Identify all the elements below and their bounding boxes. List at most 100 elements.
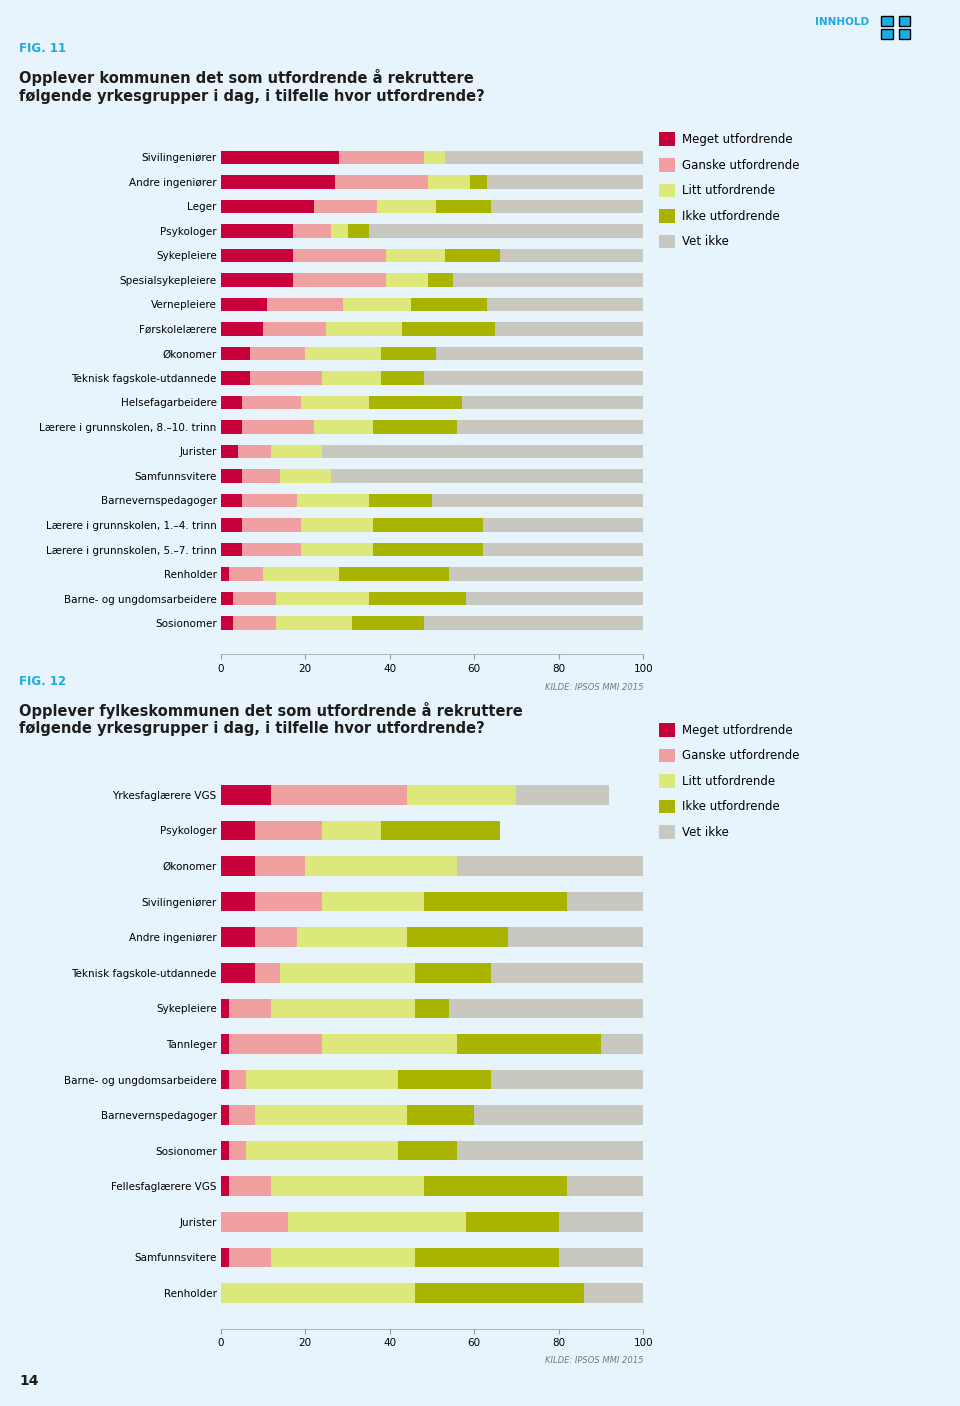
Bar bbox=[415, 1247, 559, 1267]
Bar bbox=[407, 1105, 474, 1125]
Bar bbox=[254, 963, 280, 983]
Bar bbox=[323, 444, 643, 458]
Bar bbox=[449, 567, 643, 581]
Bar bbox=[567, 891, 643, 911]
Bar bbox=[242, 395, 301, 409]
Bar bbox=[453, 273, 643, 287]
Bar bbox=[267, 298, 344, 311]
Text: KILDE: IPSOS MMI 2015: KILDE: IPSOS MMI 2015 bbox=[544, 1355, 643, 1365]
Text: 14: 14 bbox=[19, 1375, 38, 1388]
Bar bbox=[516, 785, 610, 804]
Bar bbox=[601, 1035, 643, 1053]
Bar bbox=[457, 1035, 601, 1053]
Bar bbox=[444, 150, 643, 165]
Bar bbox=[492, 963, 643, 983]
Bar bbox=[428, 174, 470, 188]
Bar bbox=[221, 891, 254, 911]
Bar bbox=[229, 1035, 323, 1053]
Bar bbox=[344, 298, 411, 311]
Bar bbox=[423, 371, 643, 385]
Legend: Meget utfordrende, Ganske utfordrende, Litt utfordrende, Ikke utfordrende, Vet i: Meget utfordrende, Ganske utfordrende, L… bbox=[659, 723, 800, 839]
Bar bbox=[314, 200, 377, 214]
Bar bbox=[492, 1070, 643, 1090]
Bar bbox=[221, 1284, 415, 1303]
Bar bbox=[221, 249, 293, 262]
Bar bbox=[423, 891, 567, 911]
Bar bbox=[369, 494, 432, 508]
Bar bbox=[238, 444, 272, 458]
Bar bbox=[559, 1247, 643, 1267]
Bar bbox=[492, 200, 643, 214]
Bar bbox=[246, 1140, 398, 1160]
Bar bbox=[402, 322, 495, 336]
Bar bbox=[221, 174, 335, 188]
Bar bbox=[436, 347, 643, 360]
Bar bbox=[407, 785, 516, 804]
Bar bbox=[470, 174, 487, 188]
Bar bbox=[369, 395, 462, 409]
Text: Opplever fylkeskommunen det som utfordrende å rekruttere
følgende yrkesgrupper i: Opplever fylkeskommunen det som utfordre… bbox=[19, 702, 523, 737]
Bar bbox=[221, 322, 263, 336]
Bar bbox=[229, 1140, 246, 1160]
Bar bbox=[221, 519, 242, 531]
Bar bbox=[221, 543, 242, 557]
Bar bbox=[372, 519, 483, 531]
Bar bbox=[221, 470, 242, 482]
Bar bbox=[474, 1105, 643, 1125]
Bar bbox=[221, 273, 293, 287]
Bar bbox=[254, 891, 323, 911]
Bar bbox=[301, 543, 372, 557]
Bar bbox=[272, 998, 415, 1018]
Bar bbox=[457, 856, 643, 876]
Bar bbox=[339, 150, 423, 165]
Bar bbox=[423, 150, 444, 165]
Bar bbox=[326, 322, 402, 336]
Legend: Meget utfordrende, Ganske utfordrende, Litt utfordrende, Ikke utfordrende, Vet i: Meget utfordrende, Ganske utfordrende, L… bbox=[659, 132, 800, 249]
Bar bbox=[221, 1105, 229, 1125]
Bar bbox=[297, 928, 407, 948]
Bar bbox=[398, 1070, 492, 1090]
Bar bbox=[221, 200, 314, 214]
FancyBboxPatch shape bbox=[881, 17, 893, 27]
Bar bbox=[305, 347, 381, 360]
Bar bbox=[423, 616, 643, 630]
Text: FIG. 11: FIG. 11 bbox=[19, 42, 66, 55]
Bar bbox=[242, 420, 314, 433]
Bar bbox=[221, 856, 254, 876]
Bar bbox=[415, 1284, 584, 1303]
Bar bbox=[221, 494, 242, 508]
Bar bbox=[330, 224, 348, 238]
Bar bbox=[229, 1070, 246, 1090]
Bar bbox=[466, 592, 643, 606]
Bar bbox=[297, 494, 369, 508]
Bar bbox=[314, 420, 372, 433]
Bar bbox=[276, 616, 351, 630]
Bar bbox=[221, 928, 254, 948]
Bar bbox=[229, 567, 263, 581]
Bar bbox=[423, 1177, 567, 1197]
Bar bbox=[323, 821, 381, 841]
Bar bbox=[462, 395, 643, 409]
Bar bbox=[229, 1177, 272, 1197]
Bar bbox=[221, 1035, 229, 1053]
Bar bbox=[221, 224, 293, 238]
Bar bbox=[229, 1247, 272, 1267]
Bar bbox=[221, 150, 339, 165]
Bar bbox=[335, 174, 428, 188]
Bar bbox=[272, 444, 323, 458]
Bar bbox=[415, 963, 492, 983]
Bar bbox=[449, 998, 643, 1018]
Bar bbox=[407, 928, 508, 948]
Bar bbox=[381, 347, 436, 360]
Bar bbox=[221, 420, 242, 433]
Bar bbox=[254, 856, 305, 876]
Bar bbox=[444, 249, 499, 262]
Bar bbox=[221, 592, 233, 606]
Bar bbox=[466, 1212, 559, 1232]
Bar bbox=[221, 1247, 229, 1267]
Bar bbox=[272, 1247, 415, 1267]
Text: FIG. 12: FIG. 12 bbox=[19, 675, 66, 688]
Bar bbox=[415, 998, 449, 1018]
Bar bbox=[293, 249, 386, 262]
Bar bbox=[272, 785, 407, 804]
